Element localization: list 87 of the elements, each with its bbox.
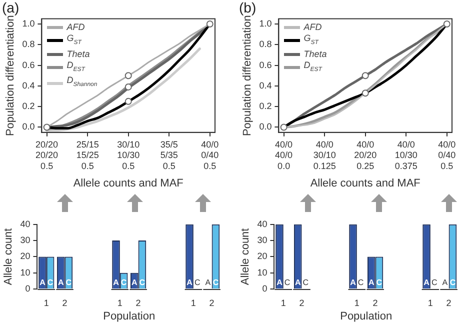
y-tick-label: 0.0: [259, 122, 272, 132]
x-axis-title: Allele counts and MAF: [73, 177, 184, 190]
y-tick-label: 30: [257, 235, 268, 246]
series-label: C: [376, 278, 382, 288]
x-axis-title: Population: [103, 310, 156, 322]
legend-label: D$_{EST}$: [66, 60, 85, 74]
legend-label: G$_{ST}$: [304, 32, 318, 48]
text: C: [284, 278, 290, 288]
legend-label: AFD: [304, 22, 322, 33]
x-tick-label: 1: [117, 298, 122, 308]
x-tick-label: 40/0 40/0 0.0: [275, 139, 293, 171]
x-tick-label: 40/0 30/10 0.125: [313, 139, 336, 171]
y-tick-label: 20: [20, 251, 30, 262]
text: A: [442, 278, 448, 288]
x-tick-label: 2: [446, 298, 452, 308]
text: C: [450, 278, 456, 288]
x-tick-label: 40/0 0/40 0.5: [201, 139, 219, 171]
y-tick-label: 0.8: [259, 39, 272, 50]
x-axis-title: Allele counts and MAF: [310, 177, 421, 190]
y-tick-label: 10: [20, 267, 30, 278]
x-tick-label: 2: [372, 298, 378, 308]
series-label: A: [276, 278, 283, 288]
x-axis-title: Population: [340, 310, 392, 322]
text: C: [302, 278, 309, 288]
x-tick-label: 40/0 20/20 0.25: [354, 139, 377, 171]
y-axis-title: Allele count: [240, 228, 252, 286]
series-label: C: [139, 278, 146, 288]
text: A: [350, 278, 356, 288]
legend-label: AFD: [66, 22, 85, 33]
x-tick-label: 2: [62, 298, 68, 308]
text: C: [431, 278, 438, 288]
x-tick-label: 1: [428, 298, 433, 308]
y-tick-label: 30: [20, 235, 30, 246]
x-tick-label: 35/5 5/35 0.5: [160, 139, 178, 171]
text: A: [40, 278, 46, 288]
legend-label: Theta: [304, 48, 327, 60]
y-tick-label: 0.4: [22, 80, 35, 90]
y-tick-label: 40: [257, 218, 268, 229]
y-axis-title: Allele count: [2, 228, 15, 286]
text: C: [358, 278, 364, 288]
text: A: [205, 278, 211, 288]
legend-label: G$_{ST}$: [66, 32, 82, 48]
x-tick-label: 2: [136, 298, 141, 308]
legend-label: Theta: [66, 48, 90, 60]
y-tick-label: 1.0: [22, 18, 35, 28]
y-tick-label: 20: [257, 251, 268, 262]
y-tick-label: 1.0: [259, 18, 272, 28]
x-tick-label: 1: [190, 298, 196, 308]
y-tick-label: 40: [20, 218, 30, 229]
x-tick-label: 25/15 15/25 0.5: [76, 139, 99, 171]
x-tick-label: 30/10 10/30 0.5: [117, 139, 140, 171]
y-tick-label: 10: [257, 267, 268, 278]
x-tick-label: 2: [299, 298, 304, 308]
x-tick-label: 40/0 10/30 0.375: [394, 139, 418, 171]
y-tick-label: 0: [262, 283, 268, 294]
x-tick-label: 1: [44, 298, 49, 308]
y-tick-label: 0: [25, 283, 30, 294]
y-tick-label: 0.8: [22, 39, 35, 50]
text: C: [47, 278, 54, 288]
chart-title: (b): [239, 0, 256, 16]
text: A: [294, 278, 301, 288]
y-axis-title: Population differentiation: [4, 15, 17, 136]
y-tick-label: 0.6: [22, 60, 35, 70]
legend-label: D$_{EST}$: [304, 60, 322, 74]
y-axis-title: Population differentiation: [242, 15, 254, 136]
text: C: [194, 278, 200, 288]
text: C: [66, 278, 72, 288]
text: A: [424, 278, 430, 288]
y-tick-label: 0.6: [259, 60, 272, 70]
x-tick-label: 1: [280, 298, 286, 308]
y-tick-label: 0.4: [259, 80, 272, 90]
series-label: A: [132, 278, 138, 288]
y-tick-label: 0.2: [22, 101, 35, 112]
text: A: [58, 278, 64, 288]
text: A: [113, 278, 119, 288]
text: C: [212, 278, 219, 288]
x-tick-label: 1: [354, 298, 360, 308]
y-tick-label: 0.2: [259, 101, 272, 112]
x-tick-label: 40/0 0/40 0.5: [438, 139, 456, 171]
text: C: [120, 278, 127, 288]
x-tick-label: 2: [209, 298, 214, 308]
x-tick-label: 20/20 20/20 0.5: [36, 139, 58, 171]
text: A: [186, 278, 192, 288]
text: A: [368, 278, 374, 288]
y-tick-label: 0.0: [22, 122, 35, 132]
chart-title: (a): [2, 0, 20, 16]
legend-label: D$_{Shannon}$: [66, 75, 98, 90]
